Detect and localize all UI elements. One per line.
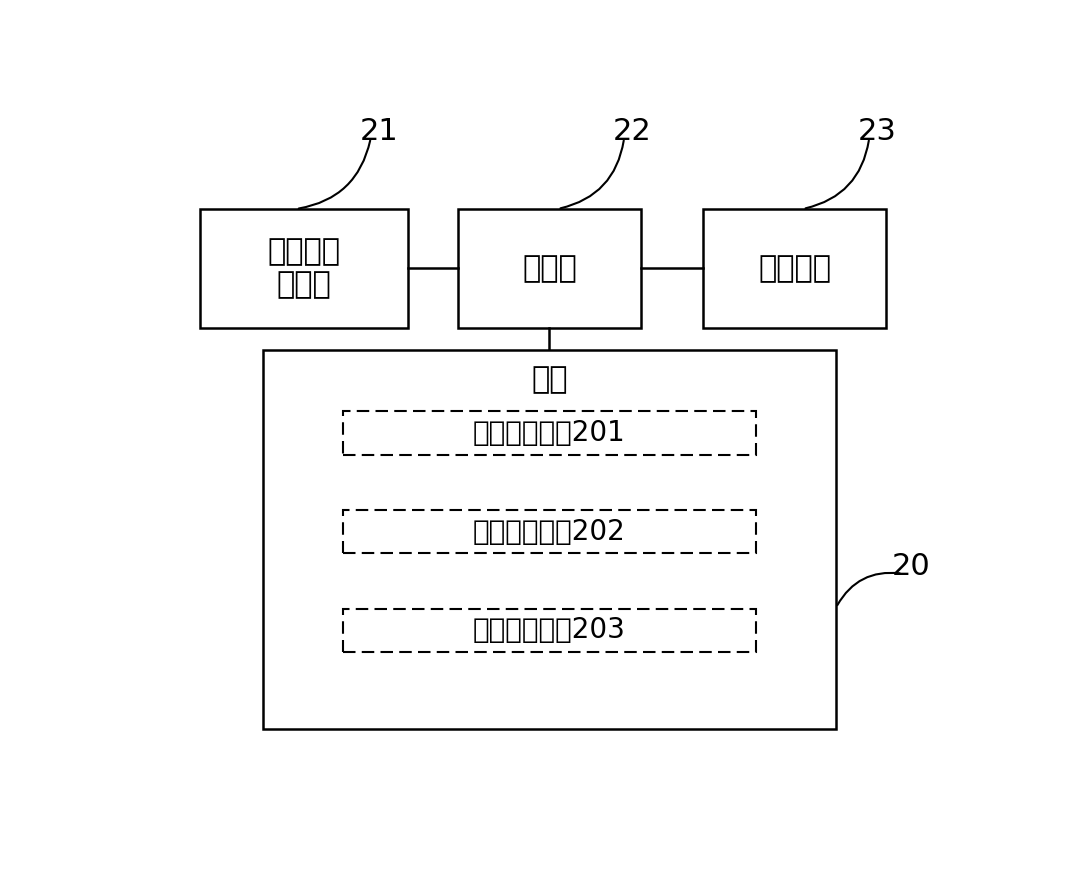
Bar xyxy=(343,411,756,455)
Text: 其他硬件: 其他硬件 xyxy=(758,253,831,282)
Text: 内存: 内存 xyxy=(531,365,568,394)
Text: 音效匹配单元202: 音效匹配单元202 xyxy=(473,517,626,546)
Text: 22: 22 xyxy=(613,116,652,145)
Text: 标签查找单元201: 标签查找单元201 xyxy=(473,419,626,447)
Bar xyxy=(263,349,836,729)
Text: 非易失性
存储器: 非易失性 存储器 xyxy=(268,237,341,299)
Bar xyxy=(343,510,756,554)
Bar xyxy=(200,209,408,327)
Text: 21: 21 xyxy=(360,116,399,145)
Text: 20: 20 xyxy=(892,553,930,582)
Text: 处理器: 处理器 xyxy=(522,253,577,282)
Text: 23: 23 xyxy=(858,116,897,145)
Bar xyxy=(458,209,641,327)
Bar xyxy=(343,608,756,652)
Text: 音效调节单元203: 音效调节单元203 xyxy=(473,616,626,644)
Bar xyxy=(703,209,885,327)
